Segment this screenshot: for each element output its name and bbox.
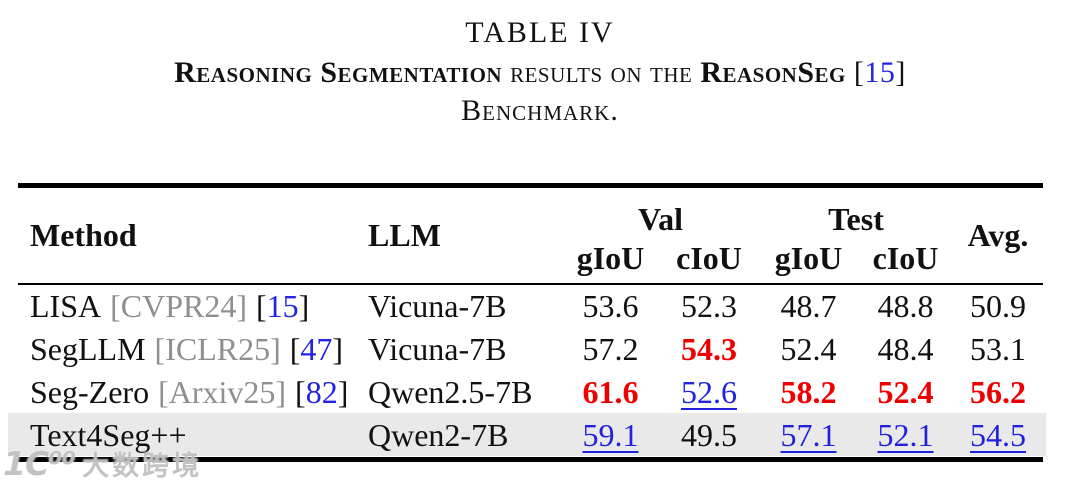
val-giou-cell: 53.6 [582,288,639,324]
citation-link-15[interactable]: 15 [864,56,896,89]
bracket-close: ] [298,288,310,324]
caption-middle: results on the [502,56,701,89]
method-cell: Seg-Zero [Arxiv25] [82] [18,371,368,414]
space [846,56,854,89]
table-caption-text: Reasoning Segmentation results on the Re… [0,54,1080,92]
col-group-test: Test [828,201,884,237]
table-caption: TABLE IV Reasoning Segmentation results … [0,12,1080,130]
avg-cell: 53.1 [970,331,1026,367]
citation: [82] [295,374,348,410]
caption-benchmark-word: Benchmark. [461,94,619,127]
col-header-test-giou: gIoU [774,240,843,276]
venue-tag: [ICLR25] [154,331,281,367]
caption-benchmark-name: ReasonSeg [700,56,846,89]
bracket-close: ] [332,331,344,367]
val-giou-cell: 59.1 [582,417,639,453]
bracket-close: ] [337,374,349,410]
citation-link-15[interactable]: 15 [266,288,299,324]
table-top-rule [18,183,1043,188]
bracket-open: [ [853,56,865,89]
results-table: Method LLM Val Test Avg. gIoU cIoU gIoU … [8,183,1046,462]
val-ciou-cell: 49.5 [681,417,737,453]
bracket-open: [ [256,288,267,324]
method-name: LISA [30,288,102,324]
venue-tag: [CVPR24] [110,288,248,324]
bracket-close: ] [895,56,906,89]
val-ciou-cell: 52.3 [681,288,737,324]
avg-cell: 56.2 [970,374,1026,410]
col-header-test-ciou: cIoU [872,240,939,276]
test-giou-cell: 52.4 [780,331,837,367]
method-cell: LISA [CVPR24] [15] [18,285,368,328]
method-name: Text4Seg++ [30,417,187,453]
test-giou-cell: 57.1 [780,417,837,453]
table-row-seg-zero: Seg-Zero [Arxiv25] [82] Qwen2.5-7B 61.6 52… [18,371,1043,414]
bracket-open: [ [295,374,306,410]
test-ciou-cell: 48.8 [877,288,934,324]
test-ciou-cell: 52.4 [877,374,934,410]
table-body: LISA [CVPR24] [15] Vicuna-7B 53.6 52.3 48.… [8,285,1046,457]
llm-cell: Qwen2.5-7B [368,374,533,410]
val-giou-cell: 61.6 [582,374,639,410]
col-header-val-ciou: cIoU [676,240,742,276]
citation: [47] [290,331,343,367]
col-header-llm: LLM [368,217,441,253]
avg-cell: 50.9 [970,288,1026,324]
val-giou-cell: 57.2 [582,331,639,367]
table-number: TABLE IV [465,16,615,49]
citation-link-47[interactable]: 47 [300,331,333,367]
method-name: SegLLM [30,331,146,367]
table-header-rule [18,283,1043,285]
llm-cell: Vicuna-7B [368,331,507,367]
table-row-segllm: SegLLM [ICLR25] [47] Vicuna-7B 57.2 54.3 5… [18,328,1043,371]
val-ciou-cell: 52.6 [681,374,737,410]
method-cell: Text4Seg++ [18,414,368,457]
test-ciou-cell: 52.1 [877,417,934,453]
citation: [15] [256,288,309,324]
table-header: Method LLM Val Test Avg. gIoU cIoU gIoU … [18,188,1043,283]
table-row-text4seg: Text4Seg++ Qwen2-7B 59.1 49.5 57.1 52.1 … [8,413,1046,457]
test-giou-cell: 58.2 [780,374,837,410]
val-ciou-cell: 54.3 [681,331,737,367]
test-ciou-cell: 48.4 [877,331,934,367]
col-group-val: Val [637,201,684,237]
table-bottom-rule [18,457,1043,462]
llm-cell: Vicuna-7B [368,288,507,324]
method-name: Seg-Zero [30,374,150,410]
avg-cell: 54.5 [970,417,1026,453]
table-row-lisa: LISA [CVPR24] [15] Vicuna-7B 53.6 52.3 48.… [18,285,1043,328]
bracket-open: [ [289,331,301,367]
col-header-val-giou: gIoU [576,240,645,276]
method-cell: SegLLM [ICLR25] [47] [18,328,368,371]
test-giou-cell: 48.7 [780,288,837,324]
venue-tag: [Arxiv25] [158,374,287,410]
citation-link-82[interactable]: 82 [305,374,338,410]
col-header-avg: Avg. [967,217,1029,253]
col-header-method: Method [30,217,137,253]
llm-cell: Qwen2-7B [368,417,509,453]
caption-topic: Reasoning Segmentation [174,56,503,89]
